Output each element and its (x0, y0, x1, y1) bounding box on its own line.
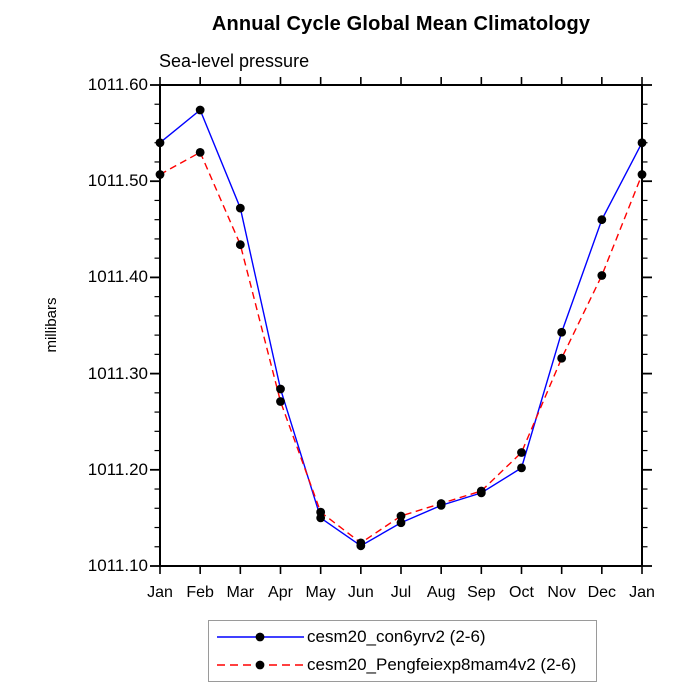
chart-subtitle: Sea-level pressure (159, 51, 310, 71)
y-tick-label: 1011.40 (87, 267, 148, 287)
data-point-marker (517, 463, 526, 473)
data-point-marker (155, 170, 165, 179)
x-tick-label: Jul (390, 584, 412, 601)
data-point-marker (235, 240, 245, 250)
data-point-marker (235, 203, 245, 213)
legend-line-solid-icon (217, 632, 304, 642)
x-tick-label: Nov (547, 584, 576, 601)
x-tick-label: Mar (226, 584, 255, 601)
x-tick-label: May (305, 584, 336, 601)
x-tick-label: Dec (587, 584, 617, 601)
data-point-marker (637, 170, 647, 179)
plot-frame (159, 84, 643, 567)
y-tick-label: 1011.10 (87, 556, 148, 575)
x-tick-label: Jan (629, 584, 655, 601)
series-line-1 (159, 151, 643, 544)
data-point-marker (316, 507, 326, 517)
data-point-marker (276, 397, 285, 406)
data-point-marker (356, 538, 366, 548)
data-point-marker (195, 147, 205, 157)
x-tick-label: Aug (426, 584, 456, 601)
data-point-marker (195, 105, 205, 115)
data-point-marker (476, 486, 486, 496)
data-point-marker (597, 215, 607, 225)
chart-title: Annual Cycle Global Mean Climatology (211, 13, 591, 35)
data-point-marker (436, 499, 446, 508)
x-tick-label: Sep (467, 584, 496, 601)
legend-line-dashed-icon (217, 660, 304, 670)
x-tick-label: Oct (509, 584, 534, 601)
data-point-marker (557, 327, 567, 337)
legend-item: cesm20_Pengfeiexp8mam4v2 (2-6) (214, 654, 596, 676)
data-point-marker (597, 271, 607, 280)
x-tick-label: Jun (347, 584, 374, 601)
legend-item: cesm20_con6yrv2 (2-6) (214, 626, 596, 648)
data-point-marker (155, 138, 165, 148)
y-tick-label: 1011.20 (87, 459, 148, 479)
x-tick-label: Apr (268, 584, 293, 601)
x-tick-label: Feb (186, 584, 214, 601)
data-point-marker (517, 448, 526, 457)
y-tick-label: 1011.30 (87, 363, 148, 383)
legend-sample-marker (255, 660, 265, 670)
legend-sample-marker (255, 632, 265, 642)
legend: cesm20_con6yrv2 (2-6) cesm20_Pengfeiexp8… (208, 620, 597, 682)
x-tick-label: Jan (147, 584, 173, 601)
data-point-marker (276, 384, 285, 394)
data-point-marker (396, 511, 406, 521)
legend-label: cesm20_Pengfeiexp8mam4v2 (2-6) (307, 654, 577, 674)
data-point-marker (557, 353, 567, 363)
series-line-0 (159, 108, 643, 547)
legend-label: cesm20_con6yrv2 (2-6) (307, 627, 486, 647)
y-tick-label: 1011.60 (87, 75, 148, 94)
y-tick-label: 1011.50 (87, 171, 148, 191)
y-axis-label: millibars (43, 297, 60, 353)
data-point-marker (396, 518, 406, 528)
data-point-marker (637, 138, 647, 148)
